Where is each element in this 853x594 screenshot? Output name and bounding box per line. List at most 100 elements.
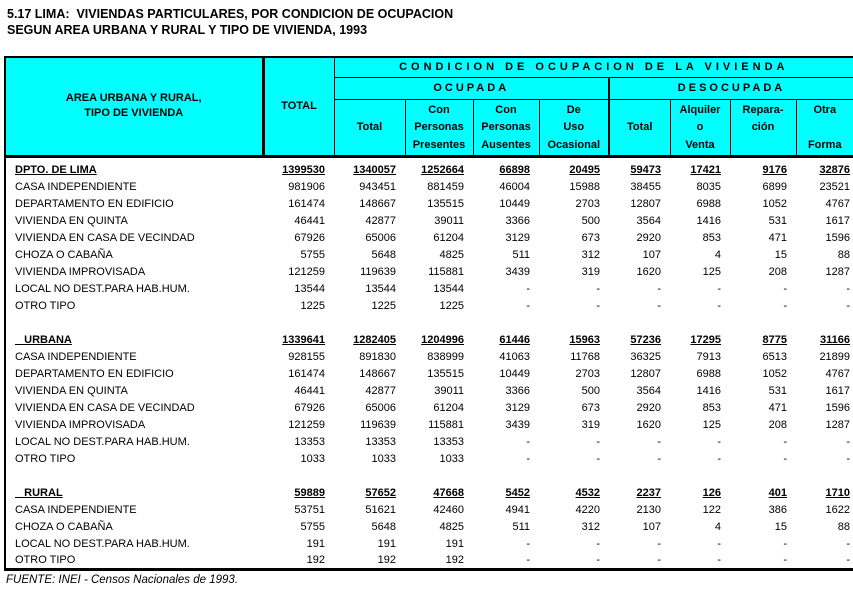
value-cell: 61204 (433, 401, 464, 414)
value-cell: - (596, 537, 600, 550)
row-label: VIVIENDA EN CASA DE VECINDAD (15, 231, 195, 244)
value-cell: 312 (581, 520, 600, 533)
table-row: DEPARTAMENTO EN EDIFICIO 161474 148667 1355… (5, 365, 853, 382)
value-cell: 1287 (825, 418, 851, 431)
value-cell: 13544 (433, 282, 464, 295)
value-cell: - (846, 282, 851, 295)
value-cell: 15988 (569, 180, 600, 193)
value-cell: 471 (768, 231, 787, 244)
value-cell: 1033 (300, 452, 325, 465)
value-cell: 51621 (365, 503, 396, 516)
table-row: VIVIENDA IMPROVISADA 121259 119639 115881 34… (5, 416, 853, 433)
value-cell: 1617 (825, 214, 851, 227)
row-label: DEPARTAMENTO EN EDIFICIO (15, 367, 174, 380)
value-cell: 42877 (365, 214, 396, 227)
area-header-line2: TIPO DE VIVIENDA (84, 107, 184, 120)
row-label: LOCAL NO DEST.PARA HAB.HUM. (15, 282, 190, 295)
section-row: DPTO. DE LIMA 1399530 1340057 1252664 66898 2… (5, 156, 853, 178)
value-cell: 1339641 (282, 333, 325, 346)
table-row: LOCAL NO DEST.PARA HAB.HUM. 191 191 191 - - - -… (5, 535, 853, 552)
value-cell: 192 (445, 553, 464, 566)
row-label: VIVIENDA EN QUINTA (15, 384, 128, 397)
row-label: LOCAL NO DEST.PARA HAB.HUM. (15, 537, 190, 550)
value-cell: 11768 (570, 350, 600, 363)
value-cell: - (717, 299, 721, 312)
value-cell: 38455 (630, 180, 661, 193)
value-cell: 39011 (434, 214, 464, 227)
value-cell: 1225 (300, 299, 325, 312)
value-cell: 891830 (359, 350, 396, 363)
source-note: FUENTE: INEI - Censos Nacionales de 1993… (6, 574, 239, 586)
value-cell: 1710 (825, 486, 851, 499)
value-cell: 61446 (499, 333, 530, 346)
value-cell: - (657, 553, 661, 566)
value-cell: 13544 (365, 282, 396, 295)
value-cell: 1620 (636, 265, 661, 278)
value-cell: 928155 (288, 350, 325, 363)
value-cell: - (526, 553, 530, 566)
table-row: VIVIENDA EN CASA DE VECINDAD 67926 65006 61… (5, 229, 853, 246)
value-cell: 17421 (690, 164, 721, 177)
value-cell: - (596, 299, 600, 312)
table-row: CASA INDEPENDIENTE 53751 51621 42460 4941 422… (5, 501, 853, 518)
value-cell: 57652 (365, 486, 396, 499)
value-cell: 981906 (288, 180, 325, 193)
value-cell: - (846, 452, 851, 465)
value-cell: 1596 (825, 231, 851, 244)
value-cell: 17295 (690, 333, 721, 346)
value-cell: - (657, 299, 661, 312)
value-cell: 46004 (499, 180, 530, 193)
value-cell: 2920 (636, 231, 661, 244)
row-label: CASA INDEPENDIENTE (15, 180, 137, 193)
row-label: OTRO TIPO (15, 553, 76, 566)
value-cell: 1416 (696, 214, 721, 227)
value-cell: 4220 (575, 503, 600, 516)
value-cell: - (596, 435, 600, 448)
value-cell: 511 (512, 520, 530, 533)
table-row: LOCAL NO DEST.PARA HAB.HUM. 13544 13544 135… (5, 280, 853, 297)
spacer-cell (5, 467, 853, 484)
value-cell: - (846, 435, 851, 448)
value-cell: 39011 (434, 384, 464, 397)
table-row: DEPARTAMENTO EN EDIFICIO 161474 148667 1355… (5, 195, 853, 212)
value-cell: 67926 (294, 401, 325, 414)
value-cell: 13353 (365, 435, 396, 448)
value-cell: 3439 (505, 418, 530, 431)
value-cell: 88 (837, 248, 851, 261)
value-cell: 20495 (569, 164, 600, 177)
row-label: LOCAL NO DEST.PARA HAB.HUM. (15, 435, 190, 448)
value-cell: 208 (768, 418, 787, 431)
value-cell: 319 (581, 418, 600, 431)
table-row: VIVIENDA EN CASA DE VECINDAD 67926 65006 61… (5, 399, 853, 416)
title-line1: 5.17 LIMA: VIVIENDAS PARTICULARES, POR C… (7, 7, 454, 21)
value-cell: - (657, 452, 661, 465)
value-cell: 53751 (294, 503, 325, 516)
value-cell: 15 (774, 520, 787, 533)
value-cell: 59889 (294, 486, 325, 499)
value-cell: 3564 (636, 214, 661, 227)
table-row: OTRO TIPO 1225 1225 1225 - - - - - - (5, 297, 853, 314)
value-cell: 65006 (365, 401, 396, 414)
value-cell: - (717, 452, 721, 465)
value-cell: 115881 (428, 418, 464, 431)
table-row: VIVIENDA EN QUINTA 46441 42877 39011 3366 500… (5, 382, 853, 399)
value-cell: 121259 (288, 418, 325, 431)
value-cell: 1596 (825, 401, 851, 414)
value-cell: 1033 (439, 452, 464, 465)
value-cell: 192 (377, 553, 396, 566)
value-cell: 1033 (371, 452, 396, 465)
value-cell: - (783, 553, 787, 566)
viviendas-table: AREA URBANA Y RURAL, TIPO DE VIVIENDA TO… (4, 56, 853, 571)
table-header: AREA URBANA Y RURAL, TIPO DE VIVIENDA TO… (4, 56, 853, 157)
value-cell: 161474 (288, 367, 325, 380)
value-cell: 121259 (288, 265, 325, 278)
value-cell: - (526, 537, 530, 550)
table-row: VIVIENDA IMPROVISADA 121259 119639 115881 34… (5, 263, 853, 280)
value-cell: - (846, 553, 851, 566)
value-cell: 126 (702, 486, 721, 499)
value-cell: - (657, 435, 661, 448)
spacer-cell (5, 314, 853, 331)
table-row: CHOZA O CABAÑA 5755 5648 4825 511 312 107 4 15 88 (5, 518, 853, 535)
value-cell: 42877 (365, 384, 396, 397)
value-cell: 2703 (575, 197, 600, 210)
